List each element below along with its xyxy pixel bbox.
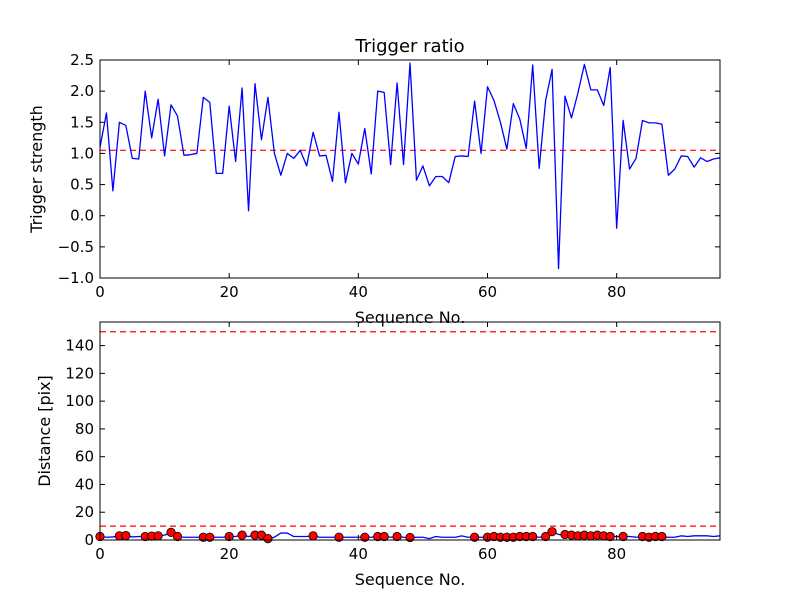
x-tick-label: 0: [95, 545, 105, 563]
x-tick-label: 60: [478, 283, 497, 301]
y-tick-label: −1.0: [58, 269, 94, 287]
data-point: [166, 527, 176, 537]
data-point: [121, 530, 131, 541]
axes-frame: [99, 321, 721, 541]
x-tick-label: 60: [478, 545, 497, 563]
y-tick-label: 2.5: [70, 51, 94, 69]
data-point: [205, 532, 215, 542]
data-point: [469, 532, 480, 542]
y-axis-label: Distance [pix]: [35, 375, 54, 487]
data-point: [263, 534, 273, 544]
x-tick-label: 80: [607, 545, 626, 563]
data-point: [541, 531, 551, 542]
y-tick-label: 0: [84, 531, 94, 549]
y-tick-label: 140: [65, 337, 94, 355]
y-tick-label: −0.5: [58, 238, 94, 256]
series-line: [100, 62, 720, 270]
x-tick-label: 0: [95, 283, 105, 301]
y-tick-label: 20: [75, 503, 94, 521]
data-point: [334, 532, 344, 542]
data-point: [392, 531, 402, 542]
x-axis-label: Sequence No.: [355, 570, 466, 589]
x-tick-label: 40: [349, 545, 368, 563]
x-tick-label: 20: [220, 283, 239, 301]
y-tick-label: 80: [75, 420, 94, 438]
distance-chart: 0 20 40 60 80 0 20 40 60 80 100 120 140 Sequence No. D…: [35, 321, 721, 589]
y-tick-label: 40: [75, 475, 94, 493]
axes-frame: [99, 59, 721, 279]
data-point: [547, 527, 557, 537]
y-tick-label: 1.5: [70, 113, 94, 131]
y-tick-label: 120: [65, 364, 94, 382]
y-tick-label: 100: [65, 392, 94, 410]
x-tick-label: 80: [607, 283, 626, 301]
y-tick-label: 2.0: [70, 82, 94, 100]
data-point: [605, 531, 615, 542]
data-point: [237, 530, 247, 540]
y-axis-label: Trigger strength: [27, 105, 46, 234]
data-point: [308, 531, 318, 541]
trigger-ratio-chart: 0 20 40 60 80 −1.0 −0.5 0.0 0.5 1.0 1.5 2.0 2.5 Trigg…: [27, 36, 721, 327]
plot-area: [100, 331, 720, 540]
x-tick-label: 40: [349, 283, 368, 301]
y-tick-label: 0.5: [70, 176, 94, 194]
y-tick-label: 1.0: [70, 144, 94, 162]
y-tick-label: 60: [75, 448, 94, 466]
data-point: [618, 531, 628, 542]
data-point: [379, 531, 389, 542]
data-point: [153, 531, 163, 541]
chart-title: Trigger ratio: [354, 36, 464, 57]
y-tick-label: 0.0: [70, 207, 94, 225]
data-point: [172, 531, 183, 542]
plot-area: [100, 62, 720, 270]
data-point: [657, 531, 667, 542]
data-point: [528, 531, 538, 542]
data-point: [360, 532, 370, 542]
x-axis-label: Sequence No.: [355, 308, 466, 327]
x-tick-label: 20: [220, 545, 239, 563]
